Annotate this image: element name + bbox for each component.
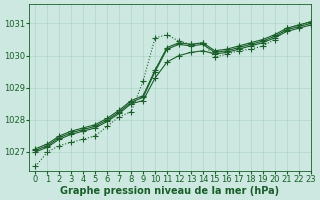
X-axis label: Graphe pression niveau de la mer (hPa): Graphe pression niveau de la mer (hPa): [60, 186, 280, 196]
